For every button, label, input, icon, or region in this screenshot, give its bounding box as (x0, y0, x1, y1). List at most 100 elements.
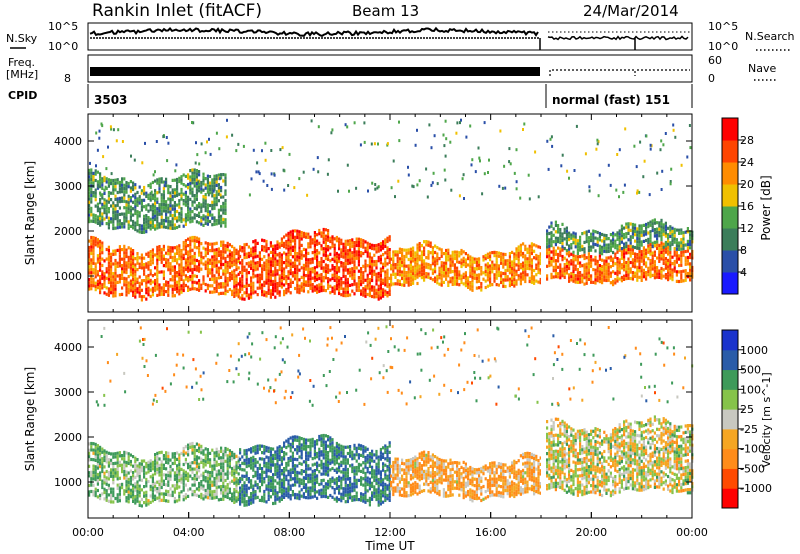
velocity-cell (138, 471, 141, 475)
power-cell (473, 270, 476, 274)
power-cell (322, 275, 325, 280)
power-cell (302, 273, 305, 277)
power-cell (112, 262, 115, 266)
power-cell (357, 244, 360, 248)
power-cell (349, 239, 352, 243)
power-cell (427, 266, 430, 270)
power-cell (427, 256, 430, 260)
power-cell (311, 241, 314, 245)
power-cell (434, 263, 437, 267)
power-cell (660, 234, 663, 238)
velocity-cell (195, 474, 198, 478)
power-cell (165, 184, 168, 188)
power-cell (469, 258, 472, 262)
power-cell (224, 176, 227, 180)
power-cell (215, 222, 218, 226)
power-cell (396, 263, 399, 267)
power-cell (420, 272, 423, 276)
power-cell (678, 263, 681, 268)
power-cell (220, 250, 223, 254)
power-cell (324, 244, 327, 248)
power-cell (388, 248, 391, 252)
power-cell (407, 280, 410, 284)
power-cell (125, 213, 128, 217)
power-cell (136, 268, 139, 272)
power-cell (258, 264, 261, 268)
power-cell (313, 240, 316, 244)
power-cell (182, 266, 185, 270)
power-cell (116, 203, 119, 207)
power-cell (486, 252, 489, 256)
power-cell (574, 245, 577, 249)
velocity-cell (143, 485, 146, 489)
power-cell (127, 204, 130, 208)
power-cell (200, 142, 203, 146)
power-cell (169, 213, 172, 217)
velocity-cell (116, 483, 119, 487)
power-cell (173, 178, 176, 182)
power-cell (682, 234, 685, 238)
power-cell (640, 253, 643, 257)
power-cell (202, 172, 205, 176)
velocity-cell (191, 461, 194, 465)
power-cell (342, 281, 345, 285)
power-cell (132, 223, 135, 227)
velocity-cell (233, 491, 236, 495)
power-cell (127, 291, 130, 295)
power-cell (528, 276, 531, 280)
power-cell (508, 264, 511, 268)
power-cell (118, 248, 121, 252)
power-cell (618, 232, 621, 236)
power-cell (96, 273, 99, 277)
power-cell (134, 205, 137, 209)
power-cell (245, 287, 248, 291)
power-cell (92, 239, 95, 243)
velocity-cell (209, 464, 212, 468)
power-cell (603, 265, 606, 269)
velocity-cell (206, 454, 209, 458)
power-cell (118, 187, 121, 191)
power-cell (114, 185, 117, 189)
power-cell (649, 143, 652, 147)
power-cell (416, 183, 419, 187)
power-cell (368, 278, 371, 282)
power-cell (384, 241, 387, 245)
power-cell (114, 188, 117, 192)
power-cell (287, 289, 290, 293)
power-cell (90, 248, 93, 252)
power-cell (88, 216, 91, 220)
power-cell (112, 214, 115, 218)
power-cell (504, 284, 507, 289)
power-cell (488, 158, 490, 162)
power-cell (342, 271, 345, 275)
power-cell (114, 287, 117, 291)
power-cell (169, 262, 172, 266)
power-cell (125, 203, 128, 207)
power-cell (515, 253, 518, 257)
velocity-cell (226, 447, 229, 451)
velocity-cell (114, 471, 117, 475)
power-cell (265, 271, 268, 276)
power-cell (576, 245, 579, 249)
power-cell (269, 260, 272, 264)
power-cell (550, 221, 553, 225)
power-cell (335, 283, 338, 288)
power-cell (252, 265, 255, 269)
velocity-cell (162, 457, 165, 461)
power-cell (601, 265, 604, 269)
power-cell (384, 280, 387, 284)
power-cell (651, 267, 654, 271)
power-cell (464, 284, 467, 288)
velocity-cell (226, 495, 229, 499)
power-cell (432, 171, 435, 175)
power-cell (590, 277, 593, 281)
power-cell (180, 210, 183, 214)
velocity-cell (182, 453, 185, 457)
velocity-cell (217, 475, 220, 479)
power-cell (634, 245, 637, 250)
power-cell (653, 269, 656, 273)
power-cell (105, 212, 108, 216)
power-cell (187, 173, 190, 177)
power-cell (629, 270, 632, 274)
velocity-cell (129, 479, 132, 483)
